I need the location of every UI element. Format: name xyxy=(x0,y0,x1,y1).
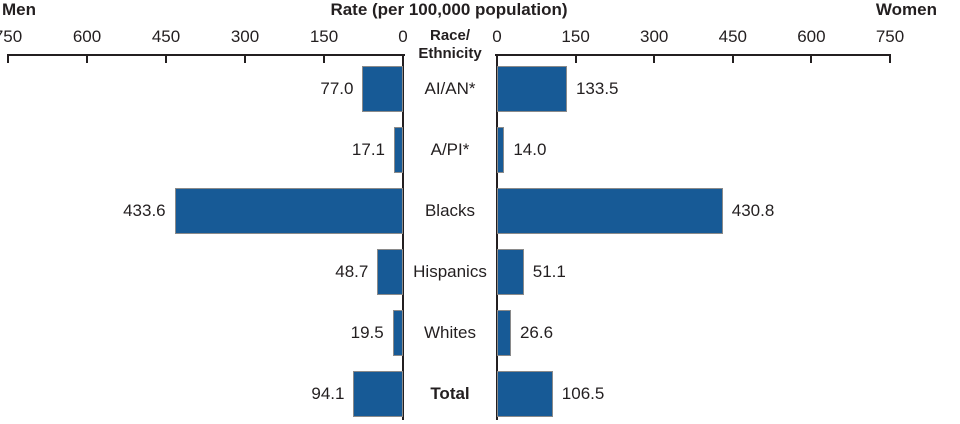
women-axis-tick-label: 0 xyxy=(492,27,502,46)
race-ethnicity-axis-title-line1: Race/ xyxy=(429,27,471,44)
women-axis-tick xyxy=(574,54,577,63)
women-bar-total xyxy=(497,371,553,417)
women-axis-tick xyxy=(810,54,813,63)
women-bar-aian xyxy=(497,66,567,112)
men-value-label: 433.6 xyxy=(123,201,166,220)
men-axis-tick-label: 0 xyxy=(398,27,408,46)
men-bar-whites xyxy=(392,310,403,356)
category-label-aian: AI/AN* xyxy=(424,79,476,98)
men-axis-tick xyxy=(244,54,246,63)
category-label-total: Total xyxy=(430,384,470,403)
men-axis-tick xyxy=(323,54,325,63)
women-bar-hispanics xyxy=(497,249,524,295)
women-axis-tick xyxy=(731,54,734,63)
women-axis-tick-label: 750 xyxy=(875,27,905,46)
men-value-label: 94.1 xyxy=(311,384,345,403)
men-axis-tick xyxy=(165,54,167,63)
category-label-hispanics: Hispanics xyxy=(413,262,487,281)
women-axis-tick-label: 450 xyxy=(718,27,747,46)
women-bar-blacks xyxy=(497,188,723,234)
men-axis-tick xyxy=(7,54,9,63)
women-value-label: 106.5 xyxy=(561,384,605,403)
race-ethnicity-axis-title-line2: Ethnicity xyxy=(418,44,482,62)
category-label-api: A/PI* xyxy=(430,140,470,159)
men-value-label: 17.1 xyxy=(351,140,385,159)
men-axis-tick-label: 450 xyxy=(151,27,181,46)
women-bar-whites xyxy=(497,310,511,356)
women-axis-line xyxy=(495,54,890,56)
men-axis-tick-label: 150 xyxy=(309,27,339,46)
women-axis-tick-label: 150 xyxy=(561,27,590,46)
men-bar-blacks xyxy=(174,188,403,234)
women-axis-tick-label: 600 xyxy=(797,27,826,46)
men-axis-tick-label: 750 xyxy=(0,27,23,46)
women-axis-tick xyxy=(653,54,656,63)
category-label-whites: Whites xyxy=(424,323,476,342)
men-axis-tick xyxy=(86,54,88,63)
women-axis-tick xyxy=(889,54,891,63)
women-bar-api xyxy=(497,127,505,173)
men-bar-aian xyxy=(362,66,403,112)
women-value-label: 51.1 xyxy=(532,262,566,281)
women-value-label: 14.0 xyxy=(513,140,547,159)
men-axis-line xyxy=(8,54,405,56)
men-bar-api xyxy=(393,127,403,173)
men-value-label: 48.7 xyxy=(335,262,369,281)
women-axis-tick-label: 300 xyxy=(640,27,669,46)
women-value-label: 430.8 xyxy=(731,201,775,220)
men-bar-hispanics xyxy=(377,249,403,295)
men-zero-line xyxy=(402,54,404,420)
women-side-title: Women xyxy=(875,0,937,19)
men-value-label: 19.5 xyxy=(350,323,384,342)
race-ethnicity-axis-title: Race/ Ethnicity xyxy=(403,27,497,62)
women-zero-line xyxy=(496,54,498,420)
chart-title: Rate (per 100,000 population) xyxy=(330,0,568,19)
women-value-label: 26.6 xyxy=(519,323,554,342)
men-axis-tick-label: 600 xyxy=(72,27,102,46)
women-value-label: 133.5 xyxy=(575,79,619,98)
category-label-blacks: Blacks xyxy=(424,201,476,220)
men-axis-tick-label: 300 xyxy=(230,27,260,46)
men-side-title: Men xyxy=(2,0,36,19)
men-value-label: 77.0 xyxy=(320,79,354,98)
men-bar-total xyxy=(353,371,403,417)
